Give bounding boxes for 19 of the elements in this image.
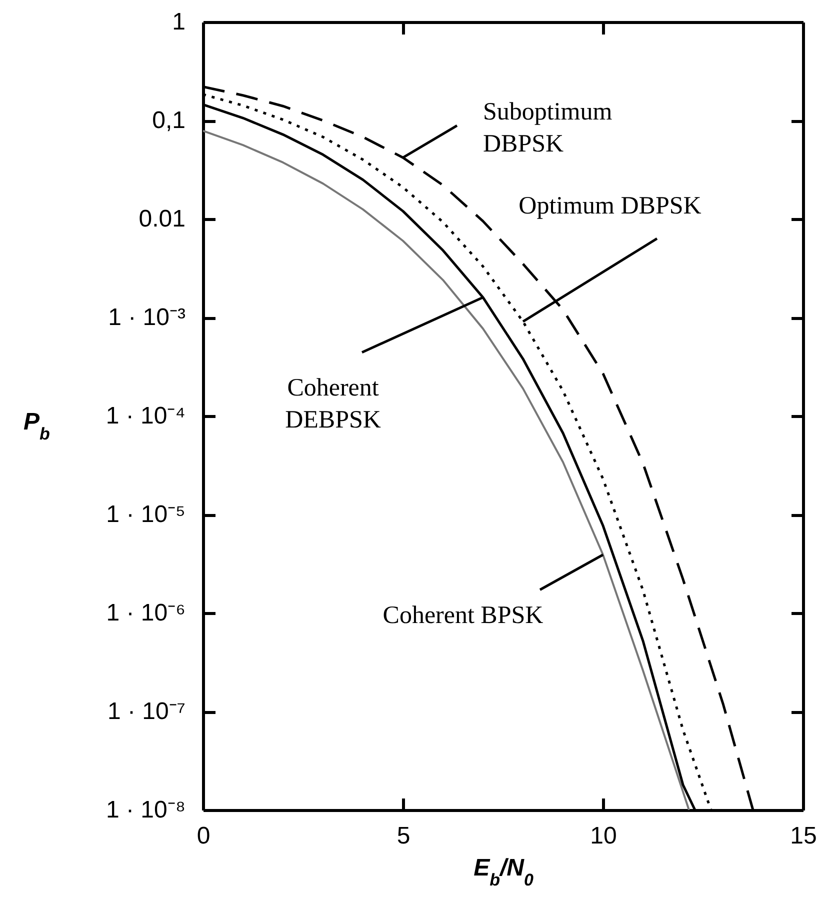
y-tick-label: 0.01 xyxy=(138,206,186,232)
annotation: Suboptimum DBPSK xyxy=(483,98,613,158)
annotation: Coherent DEBPSK xyxy=(285,374,381,434)
x-tick-label: 0 xyxy=(196,822,210,850)
annotation: Coherent BPSK xyxy=(382,602,544,629)
x-tick-label: 5 xyxy=(396,822,410,850)
x-tick-label: 10 xyxy=(590,822,617,850)
x-tick-label: 15 xyxy=(790,822,817,850)
y-tick-label: 1 · 10⁻⁸ xyxy=(106,796,186,824)
y-tick-label: 1 xyxy=(172,8,186,36)
annotation: Optimum DBPSK xyxy=(518,192,702,220)
y-tick-label: 1 · 10⁻⁷ xyxy=(107,698,186,725)
x-axis-title: E$_{b}$/N$_{0}$ xyxy=(474,854,534,889)
y-axis-title: P$_{b}$ xyxy=(24,408,50,443)
y-tick-label: 1 · 10⁻³ xyxy=(108,304,186,331)
y-tick-label: 0,1 xyxy=(152,107,186,134)
y-tick-label: 1 · 10⁻⁴ xyxy=(106,402,186,430)
y-tick-label: 1 · 10⁻⁶ xyxy=(106,600,186,626)
y-tick-label: 1 · 10⁻⁵ xyxy=(106,501,186,528)
